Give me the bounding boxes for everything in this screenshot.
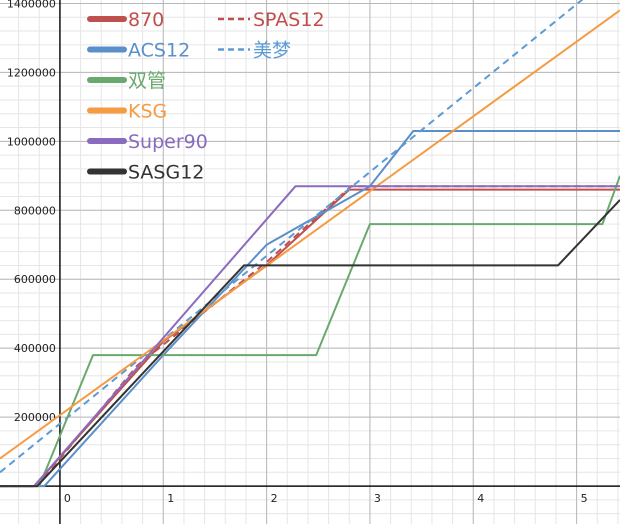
legend-label: 美梦 (253, 40, 291, 62)
x-tick-label: 3 (374, 492, 381, 505)
series-line-ACS12 (0, 130, 620, 488)
series-lines (0, 0, 620, 488)
legend-label: SASG12 (128, 162, 204, 184)
y-tick-label: 200000 (14, 411, 56, 424)
legend-label: SPAS12 (253, 9, 325, 31)
y-tick-label: 800000 (14, 204, 56, 217)
y-tick-label: 1200000 (7, 66, 56, 79)
legend: 870 ACS12 双管 KSG Super90 SASG12 SPAS12 美梦 (87, 9, 325, 184)
tick-labels: 0 1 2 3 4 5 200000 400000 600000 800000 1000000 120… (7, 0, 588, 505)
series-line-Super90 (0, 185, 620, 488)
x-tick-label: 0 (64, 492, 71, 505)
x-tick-label: 5 (581, 492, 588, 505)
legend-label: 双管 (128, 70, 166, 92)
x-tick-label: 1 (167, 492, 174, 505)
y-tick-label: 1000000 (7, 135, 56, 148)
legend-label: 870 (128, 9, 164, 31)
y-tick-label: 1400000 (7, 0, 56, 10)
y-tick-label: 400000 (14, 342, 56, 355)
series-line-双管 (0, 175, 620, 488)
y-tick-label: 600000 (14, 273, 56, 286)
x-tick-label: 4 (477, 492, 484, 505)
series-line-SPAS12 (0, 185, 620, 488)
series-line-SASG12 (0, 199, 620, 488)
series-line-KSG (0, 9, 620, 460)
legend-label: KSG (128, 101, 167, 123)
x-tick-label: 2 (271, 492, 278, 505)
series-line-美梦 (0, 0, 584, 474)
legend-label: ACS12 (128, 40, 190, 62)
legend-label: Super90 (128, 131, 208, 153)
